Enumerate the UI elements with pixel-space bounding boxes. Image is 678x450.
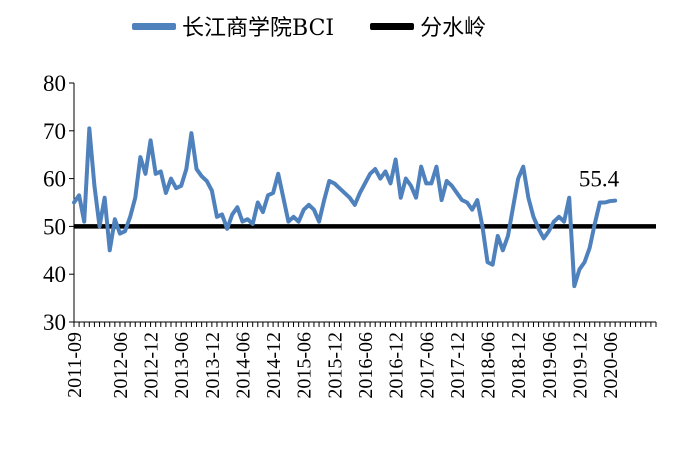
legend-item-watershed: 分水岭 (370, 10, 486, 42)
legend-swatch-watershed (370, 22, 415, 30)
y-tick-label: 50 (43, 214, 66, 239)
y-tick-label: 70 (43, 119, 66, 144)
x-tick-label: 2019-12 (569, 332, 591, 399)
x-tick-label: 2019-06 (539, 332, 561, 399)
x-tick-label: 2017-12 (447, 332, 469, 399)
x-tick-label: 2015-12 (324, 332, 346, 399)
y-tick-label: 80 (43, 71, 66, 96)
y-tick-label: 40 (43, 262, 66, 287)
x-tick-label: 2020-06 (600, 332, 622, 399)
x-tick-label: 2016-06 (355, 332, 377, 399)
x-tick-label: 2011-09 (64, 332, 86, 398)
x-tick-label: 2014-06 (232, 332, 254, 399)
x-tick-label: 2018-06 (478, 332, 500, 399)
x-tick-label: 2013-06 (171, 332, 193, 399)
x-tick-label: 2017-06 (416, 332, 438, 399)
x-tick-label: 2012-12 (141, 332, 163, 399)
legend-label-bci: 长江商学院BCI (182, 16, 335, 41)
x-tick-label: 2013-12 (202, 332, 224, 399)
legend-item-bci: 长江商学院BCI (132, 10, 334, 42)
x-tick-label: 2016-12 (386, 332, 408, 399)
x-tick-label: 2015-06 (294, 332, 316, 399)
y-tick-label: 30 (43, 310, 66, 335)
last-value-label: 55.4 (579, 167, 620, 192)
bci-series-line (72, 126, 618, 289)
legend-swatch-bci (132, 22, 176, 30)
x-tick-label: 2014-12 (263, 332, 285, 399)
chart-legend: 长江商学院BCI 分水岭 (132, 10, 522, 42)
x-tick-label: 2012-06 (110, 332, 132, 399)
x-tick-label: 2018-12 (508, 332, 530, 399)
legend-label-watershed: 分水岭 (420, 16, 487, 41)
y-tick-label: 60 (43, 167, 66, 192)
